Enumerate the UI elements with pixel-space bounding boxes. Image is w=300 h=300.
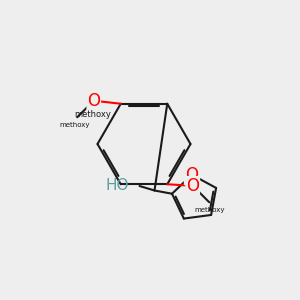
Text: O: O [186,177,199,195]
Text: methoxy: methoxy [74,110,111,119]
Text: HO: HO [106,178,129,194]
Text: methoxy: methoxy [194,207,224,213]
Text: methoxy: methoxy [59,122,89,128]
Text: O: O [185,166,198,184]
Text: O: O [87,92,100,110]
